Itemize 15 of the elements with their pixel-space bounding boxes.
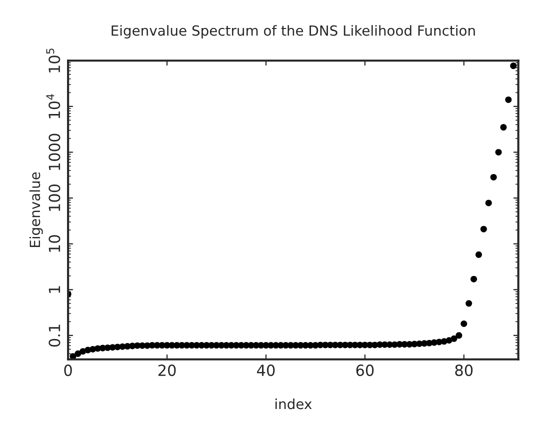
y-tick-label: 10 bbox=[48, 235, 60, 252]
x-axis-title: index bbox=[276, 398, 312, 410]
y-tick-label: 0.1 bbox=[48, 324, 60, 347]
x-tick-label: 60 bbox=[356, 364, 374, 376]
y-tick-label: 100 bbox=[48, 184, 60, 211]
y-tick-label: 10$^{4}$ bbox=[46, 94, 60, 118]
y-axis-title: Eigenvalue bbox=[29, 172, 43, 248]
chart-title: Eigenvalue Spectrum of the DNS Likelihood Function bbox=[112, 25, 475, 39]
y-tick-label: 1000 bbox=[48, 134, 60, 170]
y-tick-label: 1 bbox=[48, 286, 60, 293]
x-tick-label: 20 bbox=[158, 364, 176, 376]
x-tick-label: 0 bbox=[64, 364, 72, 376]
x-tick-label: 40 bbox=[257, 364, 275, 376]
x-tick-label: 80 bbox=[455, 364, 473, 376]
y-tick-label: 10$^{5}$ bbox=[46, 48, 60, 72]
